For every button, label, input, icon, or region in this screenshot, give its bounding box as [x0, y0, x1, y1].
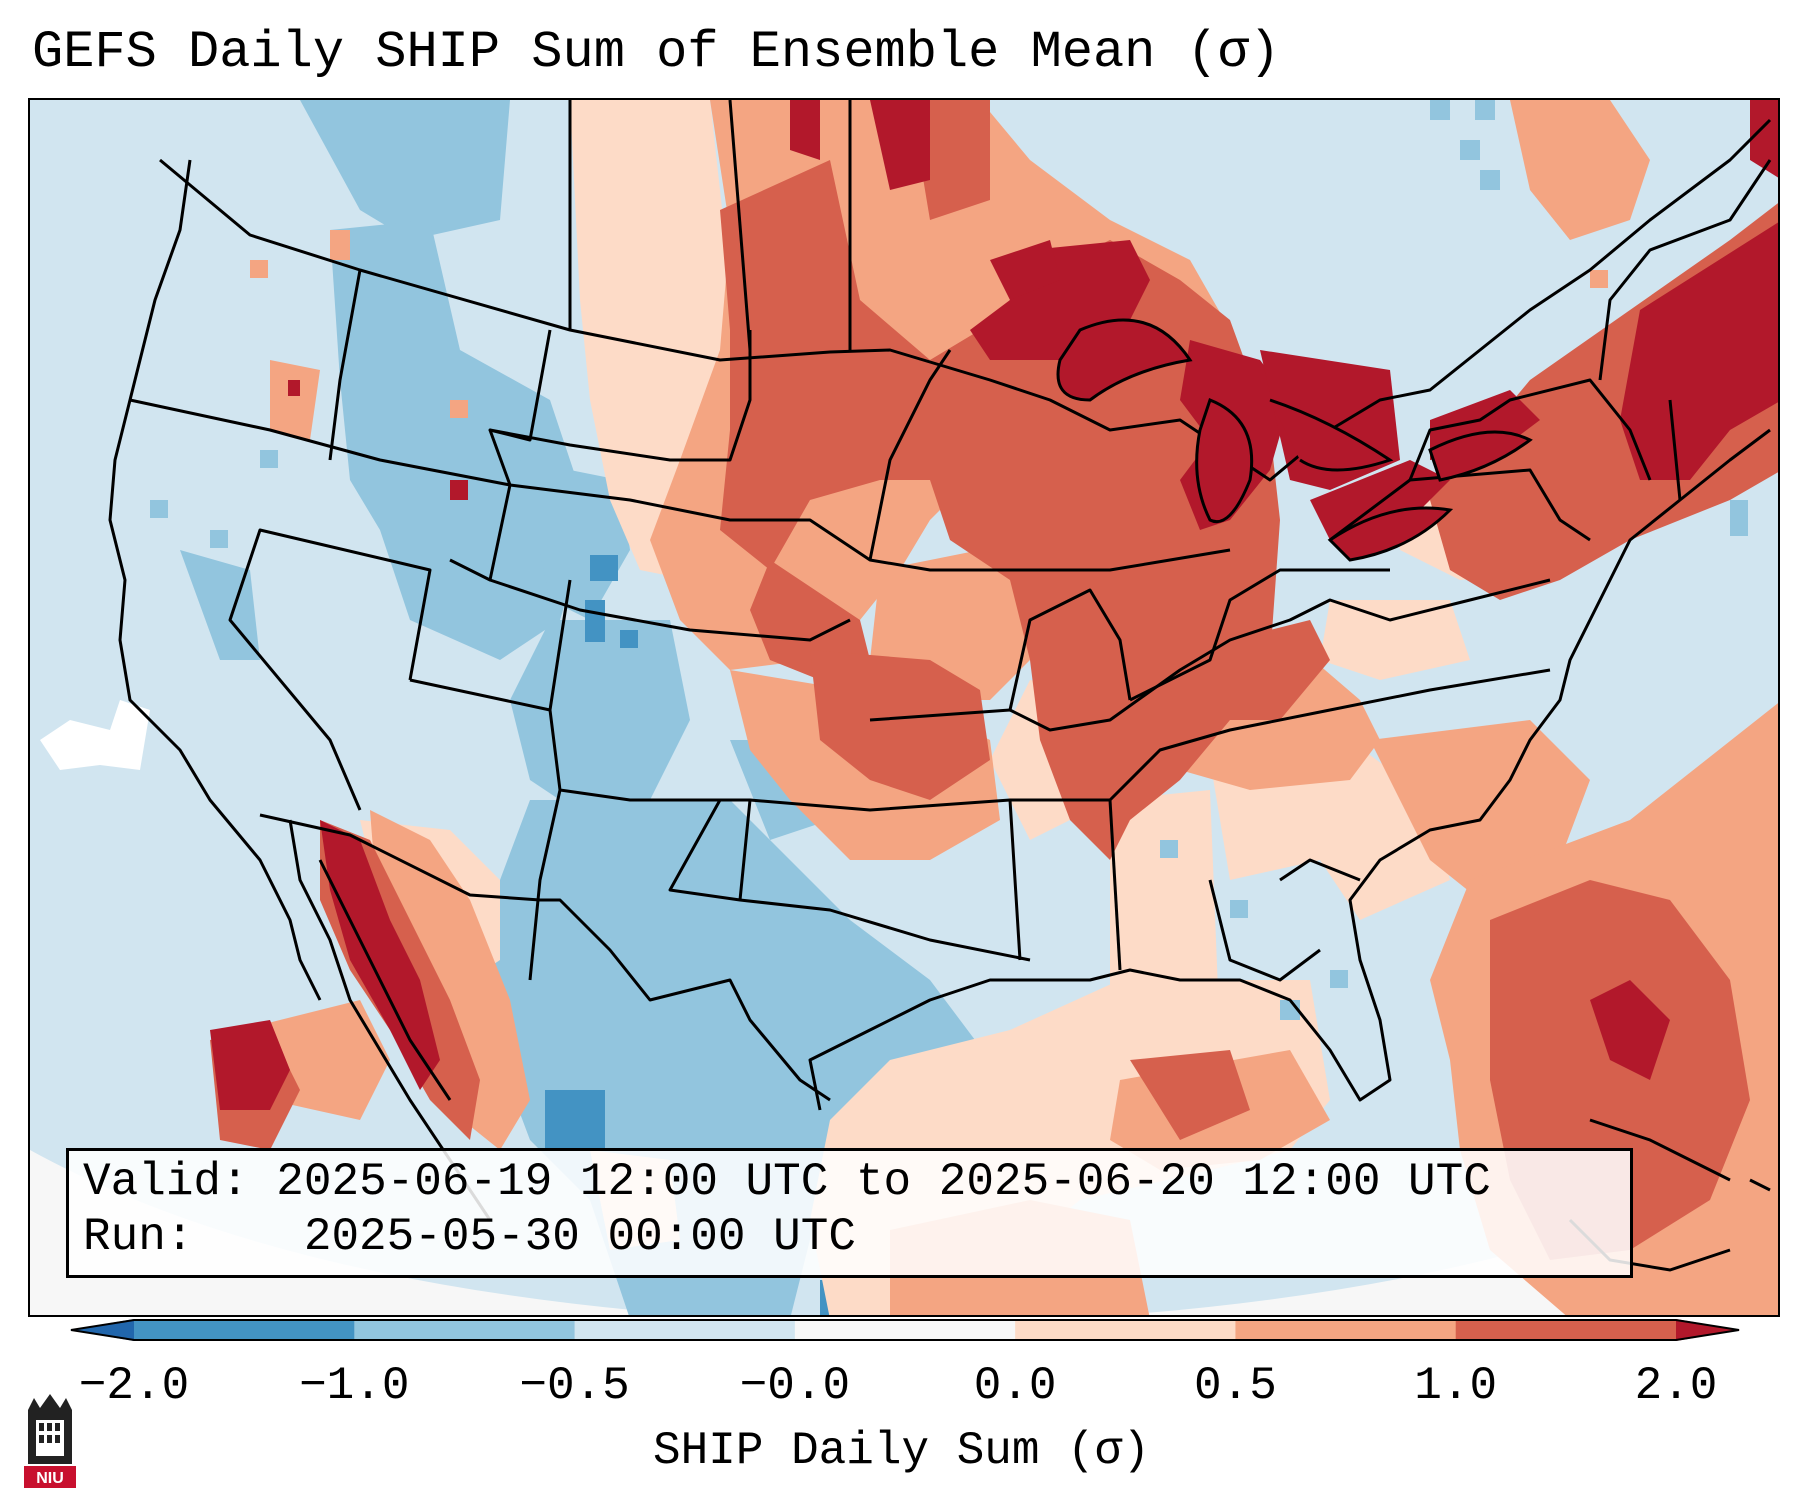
scattered-negative-pixels [150, 100, 1748, 1020]
niu-logo-icon: NIU [24, 1394, 76, 1488]
validity-info-box: Valid: 2025-06-19 12:00 UTC to 2025-06-2… [66, 1148, 1633, 1278]
scattered-positive-pixels [250, 230, 1608, 418]
colorbar-tick-label: 0.5 [1194, 1360, 1277, 1412]
colorbar-outline [70, 1319, 1740, 1341]
valid-label: Valid: [83, 1156, 249, 1208]
colorbar-bin [1235, 1319, 1457, 1341]
colorbar-ticks: −2.0 −1.0 −0.5 −0.0 0.0 0.5 1.0 2.0 [0, 1360, 1803, 1420]
colorbar-tick-label: −2.0 [78, 1360, 190, 1412]
colorbar [70, 1319, 1740, 1341]
colorbar-bin [1015, 1319, 1236, 1341]
colorbar-label: SHIP Daily Sum (σ) [653, 1425, 1150, 1477]
colorbar-tick-label: −1.0 [299, 1360, 410, 1412]
run-value: 2025-05-30 00:00 UTC [303, 1211, 856, 1263]
colorbar-bin [794, 1319, 1016, 1341]
colorbar-under-extension [70, 1319, 134, 1341]
colorbar-bin [1455, 1319, 1677, 1341]
colorbar-tick-label: 0.0 [973, 1360, 1057, 1412]
colorbar-tick-label: 2.0 [1634, 1360, 1718, 1412]
colorbar-tick-label: −0.0 [739, 1360, 851, 1412]
colorbar-bin [574, 1319, 796, 1341]
logo-text: NIU [36, 1470, 64, 1487]
run-label: Run: [83, 1211, 194, 1263]
ship-anomaly-map[interactable] [28, 98, 1780, 1317]
boundaries [108, 100, 1772, 1221]
colorbar-bin [134, 1319, 355, 1341]
colorbar-bin [354, 1319, 576, 1341]
colorbar-over-extension [1676, 1319, 1740, 1341]
great-lakes [1056, 318, 1533, 562]
anomaly-field [30, 100, 1778, 1315]
valid-value: 2025-06-19 12:00 UTC to 2025-06-20 12:00… [276, 1156, 1491, 1208]
colorbar-tick-label: −0.5 [519, 1360, 630, 1412]
valid-line: Valid: 2025-06-19 12:00 UTC to 2025-06-2… [83, 1155, 1616, 1210]
run-line: Run: 2025-05-30 00:00 UTC [83, 1210, 1616, 1265]
map-title: GEFS Daily SHIP Sum of Ensemble Mean (σ) [32, 23, 1281, 82]
missing-data-patch [40, 700, 150, 770]
colorbar-tick-label: 1.0 [1414, 1360, 1498, 1412]
